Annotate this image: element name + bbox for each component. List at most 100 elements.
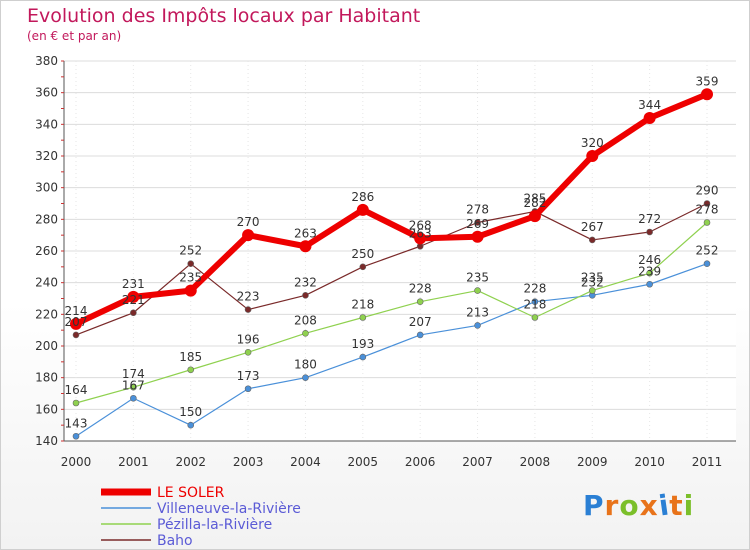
data-label: 272 [638, 212, 661, 226]
data-label: 185 [179, 350, 202, 364]
y-tick-label: 140 [35, 434, 58, 448]
series-point-2 [130, 383, 137, 391]
series-point-1 [302, 374, 309, 381]
data-label: 359 [696, 74, 719, 88]
series-point-3 [474, 219, 481, 226]
data-label: 252 [696, 244, 719, 258]
series-point-3 [187, 260, 195, 267]
x-tick-label: 2003 [233, 455, 264, 469]
x-tick-label: 2006 [405, 455, 436, 469]
data-label: 174 [122, 367, 145, 381]
data-label: 246 [638, 253, 661, 267]
data-label: 285 [523, 191, 546, 205]
series-point-1 [187, 421, 195, 429]
data-label: 278 [696, 203, 719, 217]
y-tick-label: 320 [35, 149, 58, 163]
series-point-1 [244, 385, 252, 393]
x-tick-label: 2005 [348, 455, 379, 469]
series-point-3 [244, 306, 252, 313]
data-label: 180 [294, 358, 317, 372]
legend-label-1: Villeneuve-la-Rivière [157, 501, 301, 517]
data-label: 218 [523, 298, 546, 312]
y-tick-label: 260 [35, 244, 58, 258]
series-point-0 [471, 230, 484, 243]
data-label: 250 [351, 247, 374, 261]
x-tick-label: 2002 [175, 455, 206, 469]
data-label: 267 [581, 220, 604, 234]
legend-label-2: Pézilla-la-Rivière [157, 517, 272, 533]
x-tick-label: 2011 [692, 455, 723, 469]
series-point-3 [646, 228, 653, 236]
logo-letter: r [604, 489, 620, 522]
data-label: 320 [581, 136, 604, 150]
data-label: 263 [409, 226, 432, 240]
logo-letter: x [639, 489, 659, 522]
series-point-2 [302, 330, 309, 337]
x-tick-label: 2008 [520, 455, 551, 469]
data-label: 239 [638, 264, 661, 278]
data-label: 207 [409, 315, 432, 329]
series-point-1 [130, 394, 137, 402]
data-label: 282 [523, 196, 546, 210]
data-label: 208 [294, 313, 317, 327]
series-point-2 [531, 314, 539, 321]
data-label: 213 [466, 305, 489, 319]
y-tick-label: 280 [35, 212, 58, 226]
series-point-0 [586, 150, 599, 162]
y-tick-label: 200 [35, 339, 58, 353]
data-label: 286 [351, 190, 374, 204]
y-tick-label: 220 [35, 307, 58, 321]
series-point-2 [244, 349, 252, 356]
x-tick-label: 2001 [118, 455, 149, 469]
series-point-2 [588, 287, 596, 294]
x-tick-label: 2007 [462, 455, 493, 469]
series-point-1 [703, 260, 711, 267]
series-point-2 [416, 298, 424, 305]
x-tick-label: 2004 [290, 455, 321, 469]
data-label: 268 [409, 218, 432, 232]
series-point-3 [72, 331, 80, 339]
data-label: 167 [122, 378, 145, 392]
data-label: 143 [65, 416, 88, 430]
data-label: 252 [179, 244, 202, 258]
data-label: 150 [179, 405, 202, 419]
data-label: 223 [237, 290, 260, 304]
series-point-1 [646, 280, 653, 288]
data-label: 290 [696, 184, 719, 198]
logo-letter: i [683, 489, 695, 522]
series-point-0 [127, 290, 140, 303]
data-label: 278 [466, 203, 489, 217]
series-point-1 [416, 331, 424, 339]
data-label: 214 [65, 304, 88, 318]
data-label: 270 [237, 215, 260, 229]
series-point-3 [359, 263, 367, 271]
y-tick-label: 240 [35, 276, 58, 290]
series-point-0 [414, 232, 427, 245]
data-label: 235 [179, 271, 202, 285]
data-label: 269 [466, 217, 489, 231]
series-point-0 [242, 229, 255, 242]
series-point-0 [528, 210, 541, 223]
data-label: 228 [523, 282, 546, 296]
series-line-1 [75, 263, 708, 437]
proxiti-logo: Proxiti [583, 488, 695, 522]
y-tick-label: 380 [35, 54, 58, 68]
logo-letter: P [583, 489, 605, 522]
y-tick-label: 180 [35, 371, 58, 385]
legend-label-3: Baho [157, 533, 193, 549]
y-tick-label: 160 [35, 402, 58, 416]
series-point-3 [130, 309, 137, 317]
data-label: 344 [638, 98, 661, 112]
series-point-0 [701, 88, 713, 101]
chart-subtitle: (en € et par an) [27, 29, 122, 43]
series-line-2 [75, 221, 708, 404]
x-tick-label: 2009 [577, 455, 608, 469]
data-label: 164 [65, 383, 88, 397]
x-tick-label: 2000 [61, 455, 92, 469]
series-point-2 [703, 219, 711, 226]
data-label: 235 [581, 271, 604, 285]
series-point-1 [359, 353, 367, 361]
series-point-0 [643, 112, 656, 124]
data-label: 207 [65, 315, 88, 329]
